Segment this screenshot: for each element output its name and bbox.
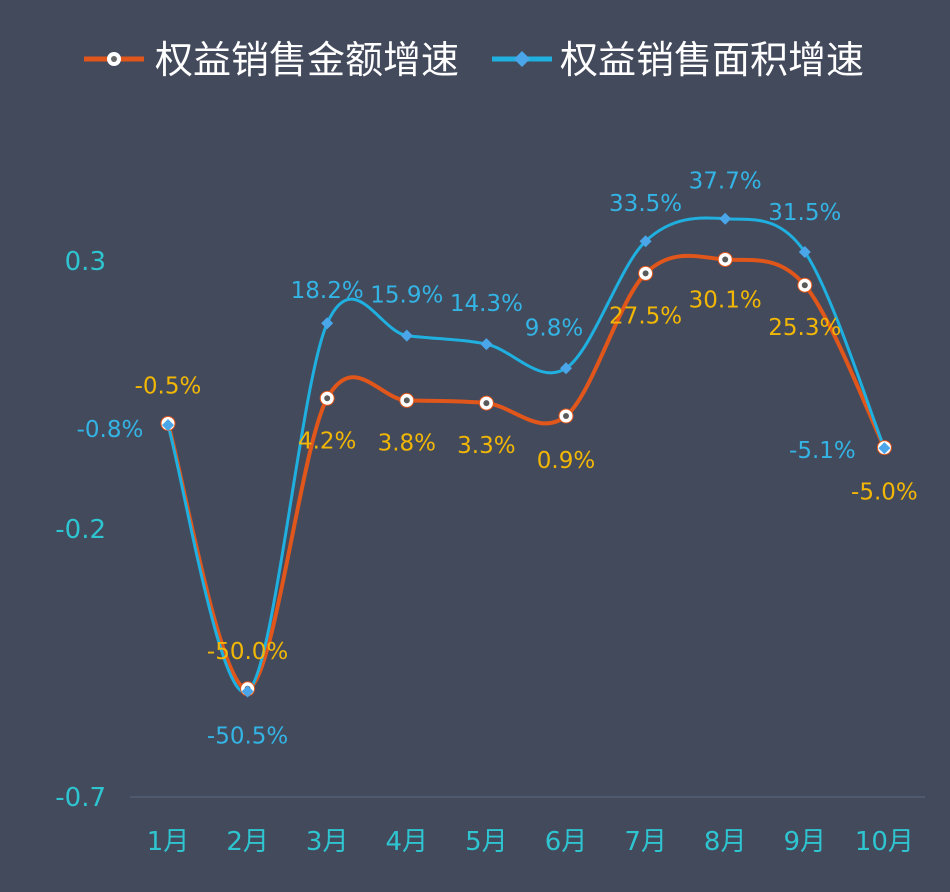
x-tick-label: 9月 — [784, 827, 827, 857]
data-label: 33.5% — [609, 191, 682, 217]
data-label: 18.2% — [291, 278, 364, 304]
x-tick-label: 8月 — [704, 827, 747, 857]
y-tick-label: -0.7 — [55, 783, 106, 813]
data-point-marker-center — [801, 282, 808, 289]
x-tick-label: 5月 — [465, 827, 508, 857]
legend-marker-center — [111, 56, 117, 62]
data-label: 4.2% — [298, 428, 356, 454]
data-label: -5.1% — [789, 438, 856, 464]
data-point-marker-center — [483, 400, 490, 407]
y-tick-label: 0.3 — [65, 247, 106, 277]
data-point-marker — [400, 329, 413, 342]
x-tick-label: 7月 — [624, 827, 667, 857]
data-label: -50.0% — [207, 639, 288, 665]
data-point-marker — [878, 442, 891, 455]
data-label: -5.0% — [851, 480, 918, 506]
data-label: 27.5% — [609, 303, 682, 329]
data-point-marker — [798, 245, 811, 258]
data-label: 31.5% — [768, 200, 841, 226]
data-label: -0.5% — [135, 373, 202, 399]
x-tick-label: 3月 — [306, 827, 349, 857]
x-tick-label: 2月 — [226, 827, 269, 857]
data-label: 25.3% — [768, 315, 841, 341]
data-point-marker — [162, 419, 174, 432]
legend-label: 权益销售金额增速 — [155, 38, 459, 82]
data-point-marker-center — [563, 412, 569, 419]
data-label: 37.7% — [689, 169, 762, 195]
x-tick-label: 6月 — [545, 827, 588, 857]
data-point-marker-center — [403, 397, 410, 404]
y-tick-label: -0.2 — [55, 515, 106, 545]
data-label: 14.3% — [450, 291, 523, 317]
data-label: 3.3% — [457, 433, 515, 459]
data-point-marker — [480, 338, 493, 351]
data-label: 9.8% — [525, 315, 583, 341]
data-point-marker-center — [642, 270, 649, 277]
data-point-marker-center — [722, 256, 729, 263]
data-point-marker — [241, 685, 254, 698]
data-label: -0.8% — [77, 417, 144, 443]
x-tick-label: 4月 — [386, 827, 429, 857]
x-tick-label: 1月 — [147, 827, 190, 857]
data-point-marker-center — [324, 395, 331, 402]
legend-label: 权益销售面积增速 — [560, 38, 864, 82]
data-label: -50.5% — [207, 723, 288, 749]
data-point-marker — [719, 212, 732, 225]
data-label: 3.8% — [378, 430, 436, 456]
data-point-marker — [321, 317, 334, 330]
data-label: 0.9% — [537, 448, 595, 474]
data-label: 30.1% — [689, 287, 762, 313]
data-point-marker — [560, 362, 572, 375]
legend-marker — [514, 51, 530, 67]
data-label: 15.9% — [370, 283, 443, 309]
x-tick-label: 10月 — [855, 827, 914, 857]
data-point-marker — [639, 235, 652, 248]
